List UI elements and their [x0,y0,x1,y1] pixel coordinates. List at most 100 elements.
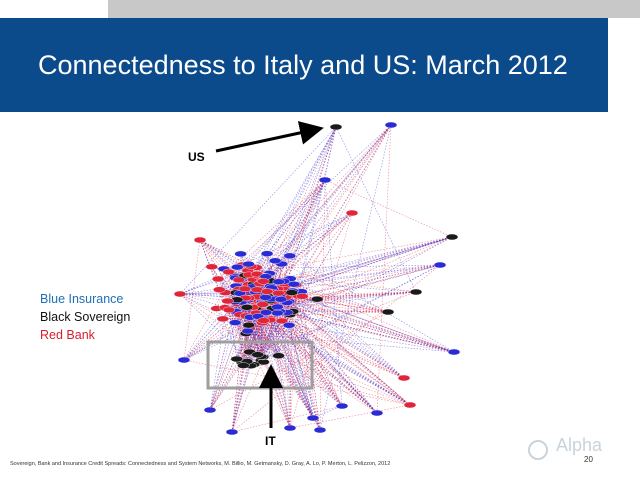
network-edge [228,309,252,366]
sovereign-node [242,321,255,329]
us-label: US [188,150,205,164]
insurance-node [259,309,273,316]
page-number: 20 [584,455,593,464]
network-edge [281,124,392,322]
network-edge [256,273,343,407]
sovereign-node [230,355,243,363]
network-edge [179,282,268,295]
sovereign-node [445,233,459,241]
insurance-node [231,263,244,271]
network-edge [263,303,378,414]
network-edge [219,179,326,290]
insurance-node [234,250,247,258]
network-edge [242,264,441,299]
network-edge [183,299,282,361]
bank-node [296,293,309,300]
network-edge [270,285,411,406]
network-nodes [173,121,461,436]
network-edge [245,126,337,299]
it-highlight-box [206,340,314,390]
sovereign-node [329,123,343,131]
network-edge [298,126,337,297]
bank-node [205,263,218,271]
footer-citation: Sovereign, Bank and Insurance Credit Spr… [10,461,391,467]
network-edge [217,179,326,280]
network-edge [270,285,455,353]
top-strip-right [108,0,640,18]
network-edge [256,126,337,268]
network-edge [270,236,453,287]
insurance-node [283,252,296,260]
sovereign-node [251,351,264,358]
sovereign-node [237,362,250,369]
network-edge [335,126,417,293]
network-edge [209,311,389,411]
network-edge [259,283,411,406]
network-edge [245,306,343,407]
network-edge [262,316,314,419]
insurance-node [225,428,239,436]
network-edge [209,280,263,411]
network-edge [263,320,455,353]
network-edge [269,126,337,301]
network-edge [312,405,343,419]
insurance-node [271,303,284,311]
bank-node [221,297,234,305]
network-edge [199,239,292,293]
network-edge [286,302,411,406]
network-edge [269,300,455,353]
network-edge [295,264,441,286]
network-edge [276,295,455,353]
network-edge [228,212,353,311]
insurance-node [283,424,297,432]
network-edge [245,212,353,307]
network-edge [376,124,392,414]
network-edge [231,316,264,433]
network-edge [319,124,392,431]
network-edge [234,301,279,356]
sovereign-node [272,352,285,359]
network-edge [239,314,243,363]
bank-node [193,236,207,244]
network-edge [179,293,224,320]
bank-node [173,290,187,298]
bank-node [222,306,236,314]
insurance-node [268,257,282,265]
insurance-node [335,402,349,410]
network-edge [289,404,411,429]
network-edge [179,293,282,301]
bank-node [222,268,235,276]
sovereign-node [409,288,423,296]
bank-node [216,315,230,323]
network-edge [245,316,291,429]
insurance-node [306,414,320,422]
network-edge [179,293,262,357]
network-edge [268,179,326,287]
network-edge [255,312,314,419]
insurance-node [203,406,217,414]
network-edge [324,179,453,238]
bank-node [403,401,417,409]
network-edge [183,301,290,361]
network-edge [236,291,417,360]
network-edge [289,212,353,429]
network-edge [272,308,411,406]
network-edge [179,293,254,365]
network-edge [288,301,321,431]
insurance-node [241,327,254,335]
network-edge [263,126,337,306]
us-arrow [215,121,324,153]
network-edge [301,291,405,379]
bank-node [238,285,252,293]
network-edge [179,293,228,302]
network-edge [242,212,353,266]
sovereign-node [381,308,395,316]
title-band [0,18,608,112]
bank-node [345,209,359,217]
network-edge [209,322,263,411]
insurance-node [370,409,384,417]
network-edge [228,126,337,311]
network-edge [279,311,455,353]
network-edge [249,328,343,407]
